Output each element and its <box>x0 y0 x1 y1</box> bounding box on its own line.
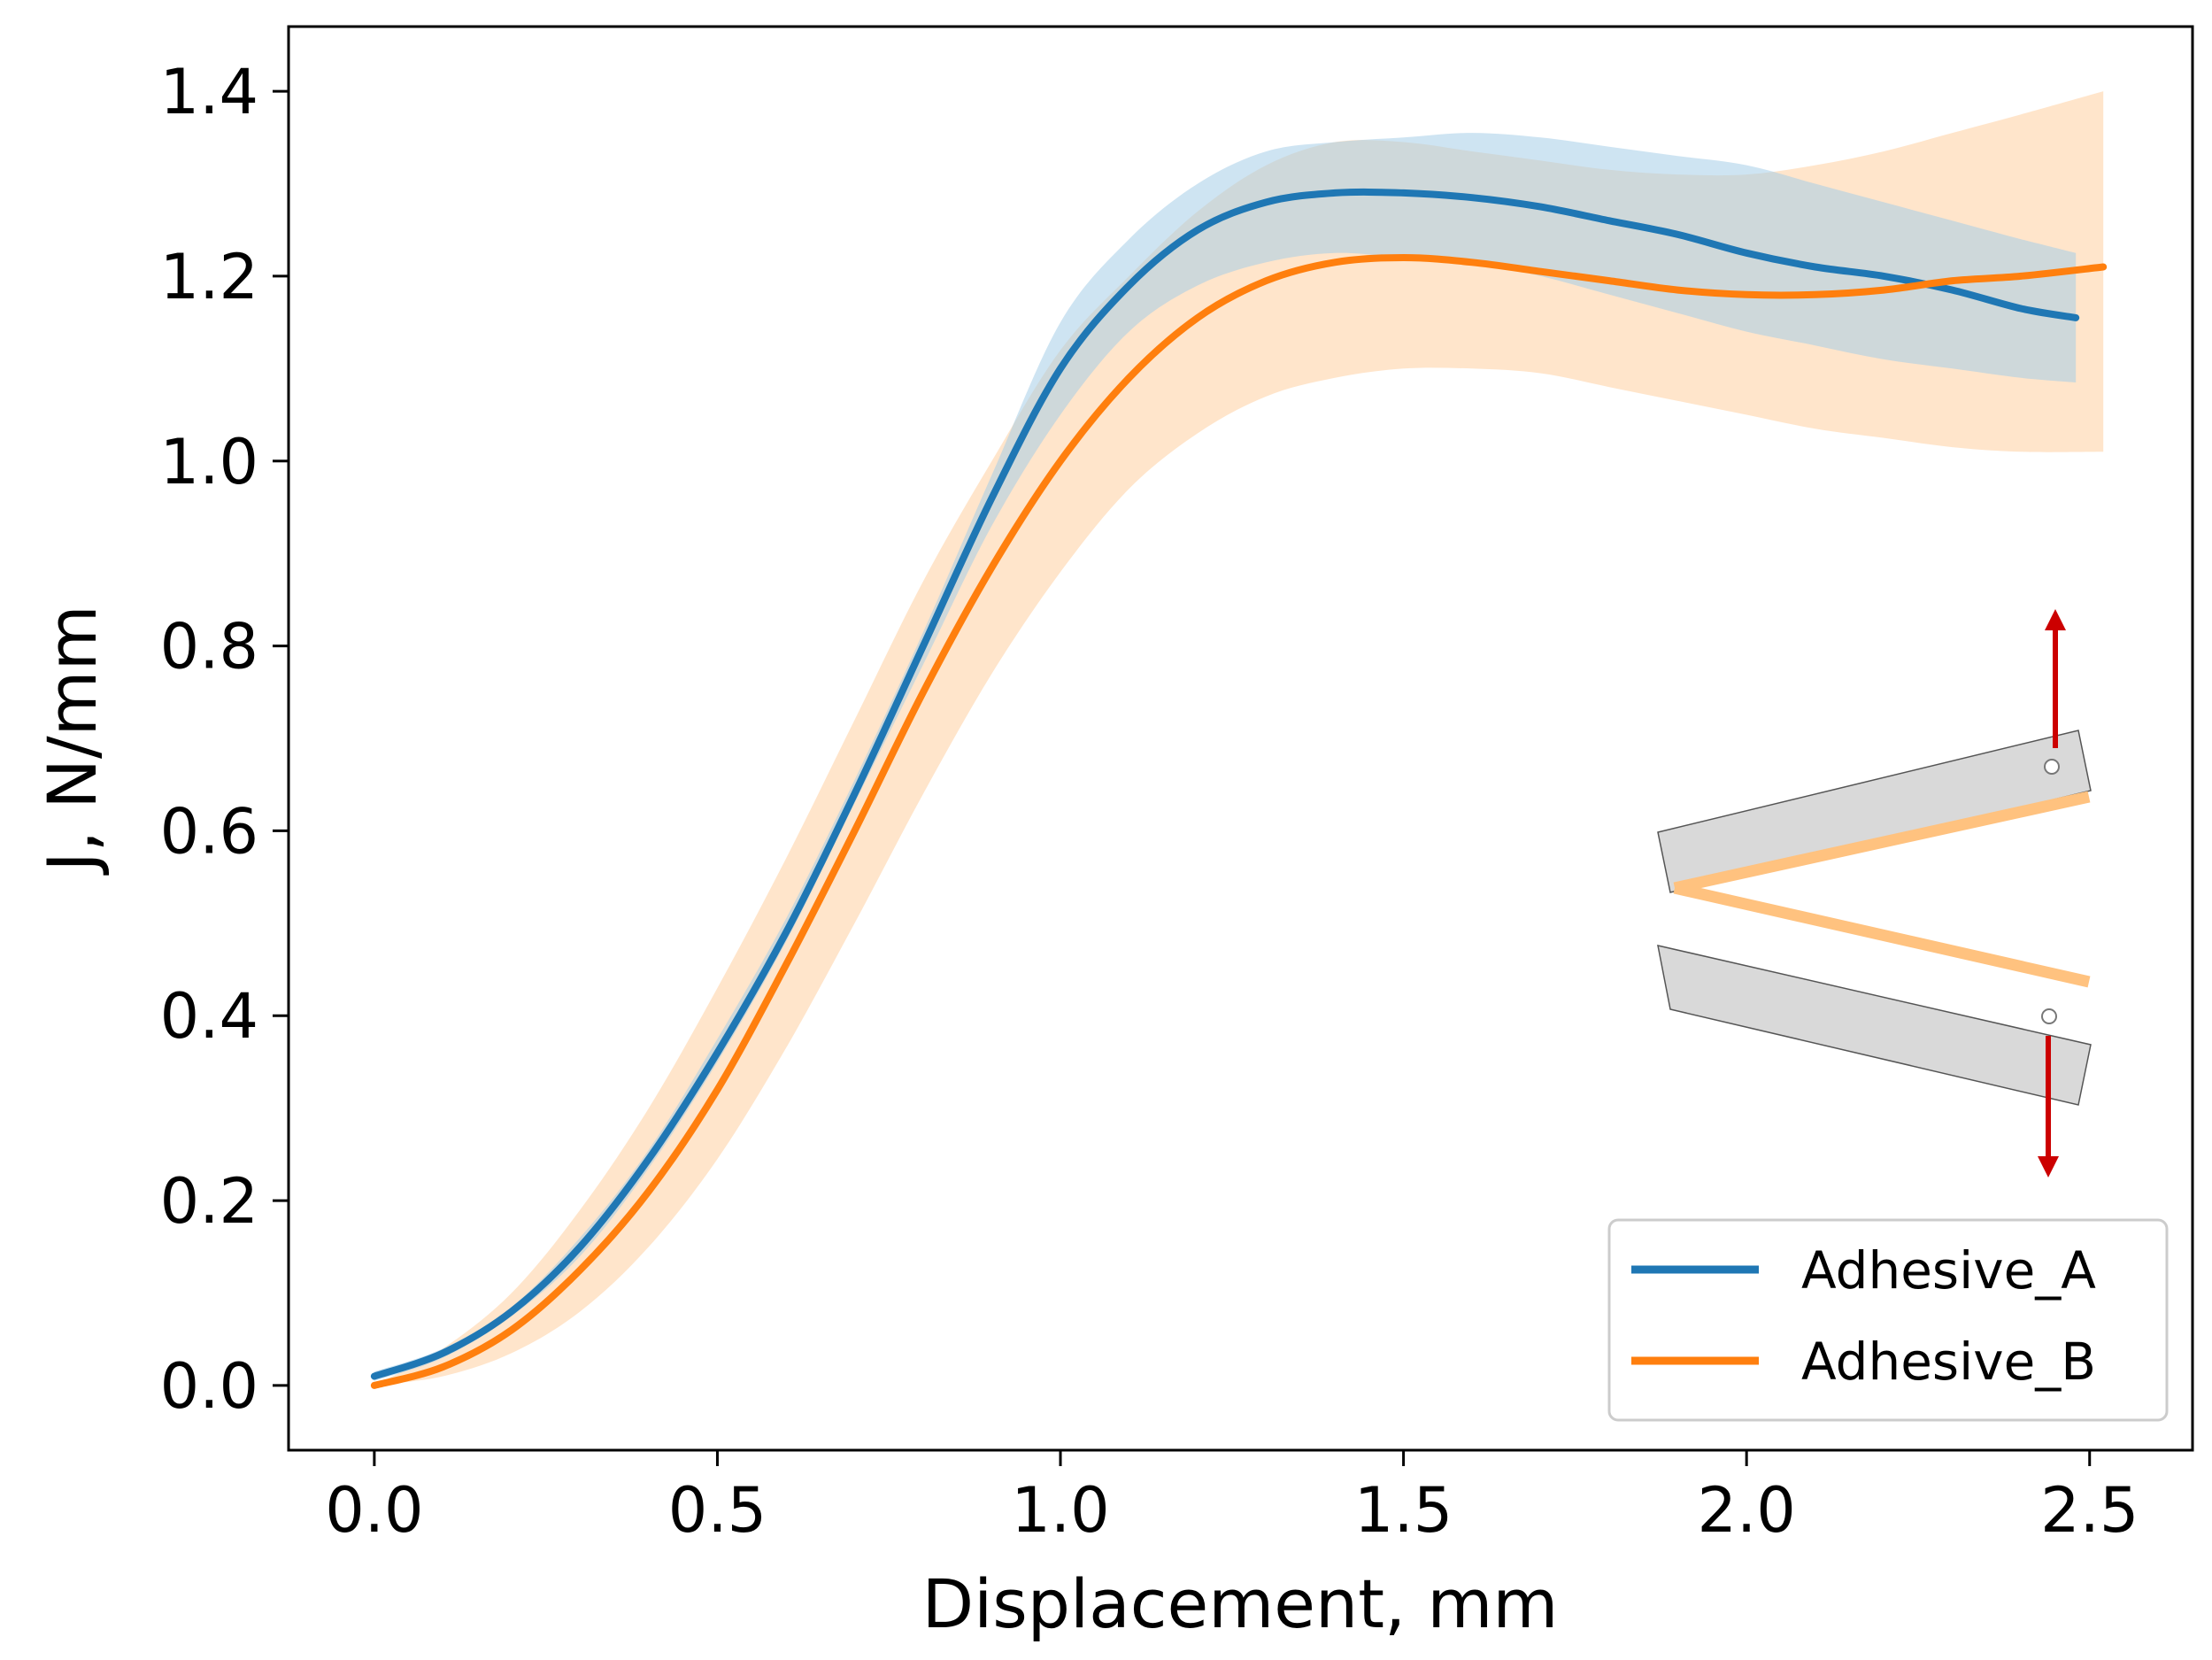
confidence-bands <box>374 91 2104 1386</box>
x-tick-label: 1.5 <box>1354 1474 1453 1547</box>
y-tick-label: 0.4 <box>160 980 258 1053</box>
y-tick-label: 0.8 <box>160 611 258 683</box>
x-axis-label: Displacement, mm <box>922 1564 1559 1643</box>
line-adhesive-a <box>370 188 2080 1380</box>
legend-label-adhesive-b: Adhesive_B <box>1801 1332 2096 1392</box>
x-tick-label: 1.0 <box>1011 1474 1109 1547</box>
band-adhesive-a <box>374 133 2077 1381</box>
y-tick-label: 1.0 <box>160 426 258 498</box>
legend: Adhesive_A Adhesive_B <box>1607 1218 2169 1422</box>
x-tick-label: 0.5 <box>668 1474 767 1547</box>
line-adhesive-b <box>370 254 2108 1389</box>
series-lines <box>370 188 2108 1389</box>
y-tick-label: 0.0 <box>160 1350 258 1423</box>
lower-adhesive-layer <box>1673 882 2091 988</box>
y-tick-label: 0.6 <box>160 795 258 868</box>
y-tick-label: 0.2 <box>160 1165 258 1238</box>
y-axis-label: J, N/mm <box>33 605 112 875</box>
x-tick-label: 2.0 <box>1697 1474 1795 1547</box>
y-tick-label: 1.4 <box>160 56 258 128</box>
y-tick-label: 1.2 <box>160 241 258 313</box>
plot-area <box>370 91 2108 1389</box>
x-tick-label: 2.5 <box>2040 1474 2139 1547</box>
lower-pin-hole <box>2041 1008 2057 1024</box>
dcb-specimen-inset <box>1657 609 2092 1177</box>
upper-adhesive-layer <box>1673 791 2091 894</box>
x-axis-ticks: 0.0 0.5 1.0 1.5 2.0 2.5 <box>325 1450 2139 1547</box>
lower-beam <box>1657 945 2092 1106</box>
axes-frame <box>287 25 2194 1452</box>
upper-pin-hole <box>2044 759 2060 775</box>
y-axis-ticks: 0.0 0.2 0.4 0.6 0.8 1.0 1.2 1.4 <box>160 56 289 1423</box>
x-tick-label: 0.0 <box>325 1474 423 1547</box>
legend-label-adhesive-a: Adhesive_A <box>1801 1240 2096 1301</box>
upper-beam <box>1657 730 2092 893</box>
